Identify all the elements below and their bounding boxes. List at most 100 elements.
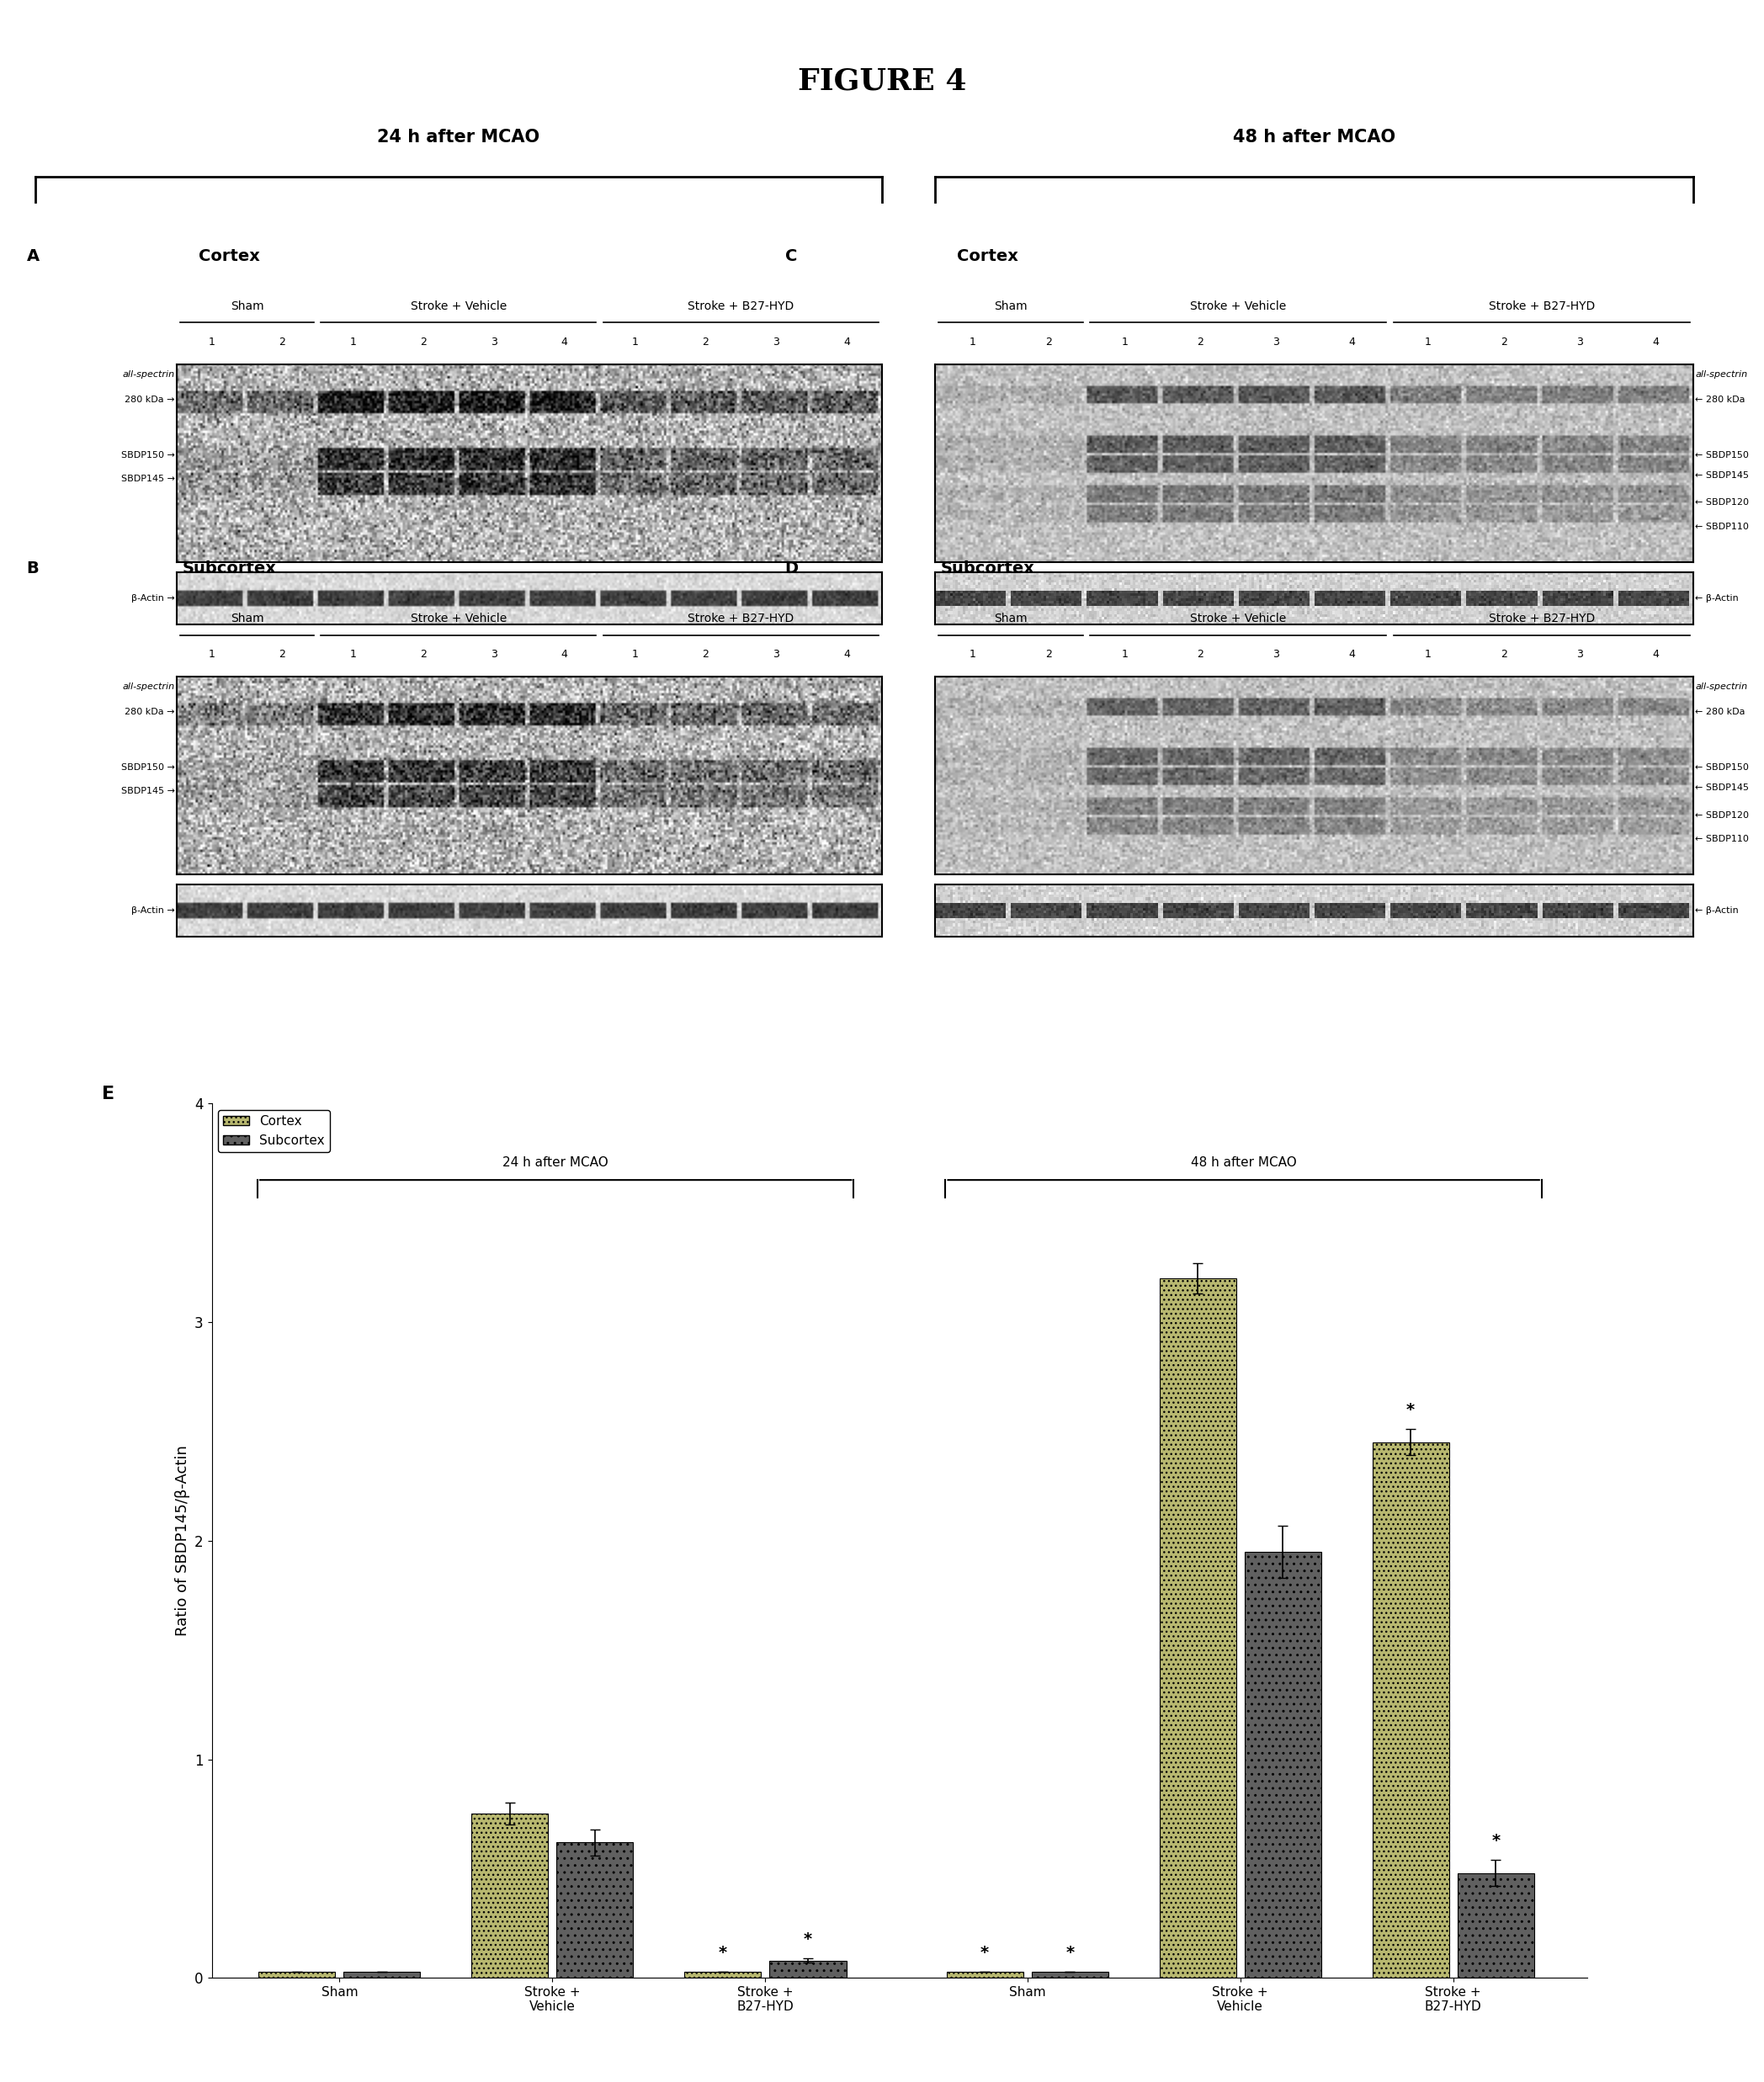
Text: ← β-Actin: ← β-Actin (1695, 906, 1739, 916)
Text: 3: 3 (773, 650, 780, 660)
Text: 2: 2 (702, 650, 709, 660)
Text: 3: 3 (490, 650, 497, 660)
Text: 48 h after MCAO: 48 h after MCAO (1191, 1156, 1297, 1170)
Text: 280 kDa →: 280 kDa → (125, 396, 175, 404)
Text: 4: 4 (843, 650, 850, 660)
Text: SBDP145 →: SBDP145 → (120, 787, 175, 795)
Y-axis label: Ratio of SBDP145/β-Actin: Ratio of SBDP145/β-Actin (175, 1445, 191, 1636)
Text: all-spectrin: all-spectrin (122, 683, 175, 691)
Text: ← SBDP145: ← SBDP145 (1695, 471, 1750, 479)
Bar (259, 1972, 335, 1978)
Bar (1032, 1972, 1108, 1978)
Text: Stroke + B27-HYD: Stroke + B27-HYD (1489, 300, 1595, 312)
Text: Subcortex: Subcortex (940, 560, 1035, 577)
Text: ← SBDP120: ← SBDP120 (1695, 810, 1750, 820)
Bar (1245, 1551, 1321, 1978)
Text: 1: 1 (349, 337, 356, 348)
Text: 24 h after MCAO: 24 h after MCAO (503, 1156, 609, 1170)
Text: *: * (1492, 1832, 1499, 1849)
Text: Stroke + B27-HYD: Stroke + B27-HYD (1489, 612, 1595, 625)
Text: ← SBDP145: ← SBDP145 (1695, 783, 1750, 791)
Text: 3: 3 (1274, 650, 1279, 660)
Text: Subcortex: Subcortex (182, 560, 277, 577)
Bar (1457, 1874, 1535, 1978)
Text: 2: 2 (1501, 337, 1506, 348)
Text: ← 280 kDa: ← 280 kDa (1695, 396, 1745, 404)
Text: 4: 4 (1653, 337, 1658, 348)
Text: 4: 4 (1349, 337, 1355, 348)
Text: all-spectrin: all-spectrin (1695, 371, 1748, 379)
Text: Stroke + B27-HYD: Stroke + B27-HYD (688, 300, 794, 312)
Text: all-spectrin: all-spectrin (122, 371, 175, 379)
Text: C: C (785, 248, 797, 264)
Text: 3: 3 (773, 337, 780, 348)
Text: *: * (718, 1945, 727, 1961)
Text: Sham: Sham (231, 300, 263, 312)
Text: ← SBDP150: ← SBDP150 (1695, 764, 1748, 772)
Text: 1: 1 (1425, 650, 1431, 660)
Text: 1: 1 (1122, 650, 1127, 660)
Text: 2: 2 (1501, 650, 1506, 660)
Text: *: * (1406, 1403, 1415, 1418)
Text: 24 h after MCAO: 24 h after MCAO (377, 129, 540, 146)
Text: 3: 3 (1577, 650, 1582, 660)
Bar (769, 1961, 847, 1978)
Text: ← SBDP110: ← SBDP110 (1695, 835, 1748, 843)
Text: D: D (785, 560, 799, 577)
Text: 2: 2 (279, 337, 286, 348)
Text: 2: 2 (420, 337, 427, 348)
Text: 2: 2 (1046, 337, 1051, 348)
Text: 1: 1 (1425, 337, 1431, 348)
Bar (557, 1843, 633, 1978)
Bar (684, 1972, 760, 1978)
Text: ← β-Actin: ← β-Actin (1695, 593, 1739, 604)
Text: SBDP150 →: SBDP150 → (122, 452, 175, 460)
Text: ← SBDP110: ← SBDP110 (1695, 523, 1748, 531)
Text: 4: 4 (561, 650, 568, 660)
Text: 1: 1 (970, 337, 975, 348)
Text: 2: 2 (420, 650, 427, 660)
Bar (344, 1972, 420, 1978)
Text: *: * (1065, 1945, 1074, 1961)
Text: 2: 2 (1198, 650, 1203, 660)
Text: 3: 3 (1577, 337, 1582, 348)
Text: 1: 1 (349, 650, 356, 660)
Text: 4: 4 (843, 337, 850, 348)
Text: Sham: Sham (231, 612, 263, 625)
Text: 3: 3 (1274, 337, 1279, 348)
Text: Cortex: Cortex (958, 248, 1018, 264)
Text: 4: 4 (1653, 650, 1658, 660)
Text: 2: 2 (702, 337, 709, 348)
Text: 1: 1 (632, 650, 639, 660)
Text: *: * (981, 1945, 990, 1961)
Text: 48 h after MCAO: 48 h after MCAO (1233, 129, 1395, 146)
Text: 2: 2 (279, 650, 286, 660)
Text: 3: 3 (490, 337, 497, 348)
Text: 4: 4 (1349, 650, 1355, 660)
Text: B: B (26, 560, 39, 577)
Text: Stroke + Vehicle: Stroke + Vehicle (411, 300, 506, 312)
Text: all-spectrin: all-spectrin (1695, 683, 1748, 691)
Text: 1: 1 (208, 650, 215, 660)
Bar (1159, 1278, 1237, 1978)
Text: A: A (26, 248, 39, 264)
Text: 1: 1 (208, 337, 215, 348)
Text: 2: 2 (1046, 650, 1051, 660)
Text: 1: 1 (1122, 337, 1127, 348)
Text: *: * (804, 1932, 811, 1947)
Text: Cortex: Cortex (199, 248, 259, 264)
Text: Stroke + B27-HYD: Stroke + B27-HYD (688, 612, 794, 625)
Legend: Cortex, Subcortex: Cortex, Subcortex (219, 1110, 330, 1151)
Text: SBDP150 →: SBDP150 → (122, 764, 175, 772)
Text: 4: 4 (561, 337, 568, 348)
Text: Stroke + Vehicle: Stroke + Vehicle (1191, 612, 1286, 625)
Bar (1372, 1443, 1448, 1978)
Text: β-Actin →: β-Actin → (131, 906, 175, 916)
Text: ← SBDP150: ← SBDP150 (1695, 452, 1748, 460)
Bar (947, 1972, 1023, 1978)
Text: ← SBDP120: ← SBDP120 (1695, 498, 1750, 508)
Bar (471, 1813, 549, 1978)
Text: SBDP145 →: SBDP145 → (120, 475, 175, 483)
Text: Stroke + Vehicle: Stroke + Vehicle (1191, 300, 1286, 312)
Text: Stroke + Vehicle: Stroke + Vehicle (411, 612, 506, 625)
